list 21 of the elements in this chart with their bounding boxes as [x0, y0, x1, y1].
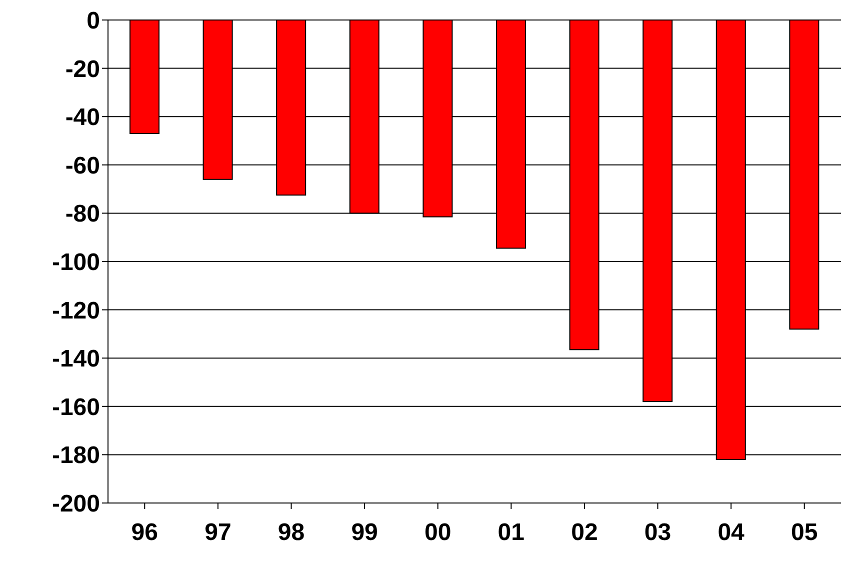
- x-tick-label: 02: [571, 519, 598, 546]
- y-tick-label: -100: [52, 249, 100, 276]
- y-tick-label: -120: [52, 297, 100, 324]
- x-tick-label: 04: [718, 519, 746, 546]
- x-tick-label: 03: [644, 519, 672, 546]
- y-tick-label: -180: [52, 442, 100, 470]
- y-tick-label: -60: [65, 152, 100, 180]
- y-tick-label: -20: [65, 56, 100, 83]
- y-tick-label: -160: [52, 394, 100, 421]
- y-tick-label: -140: [52, 346, 100, 373]
- x-tick-label: 97: [204, 519, 232, 546]
- y-tick-label: 0: [86, 8, 100, 35]
- x-tick-label: 00: [424, 519, 452, 546]
- x-tick-label: 99: [351, 519, 378, 546]
- x-tick-label: 01: [498, 519, 524, 546]
- y-tick-label: -200: [52, 490, 100, 518]
- x-tick-label: 96: [131, 519, 158, 546]
- x-tick-label: 05: [791, 519, 818, 546]
- y-tick-label: -40: [65, 104, 100, 132]
- x-tick-label: 98: [278, 519, 305, 546]
- y-tick-label: -80: [65, 200, 100, 228]
